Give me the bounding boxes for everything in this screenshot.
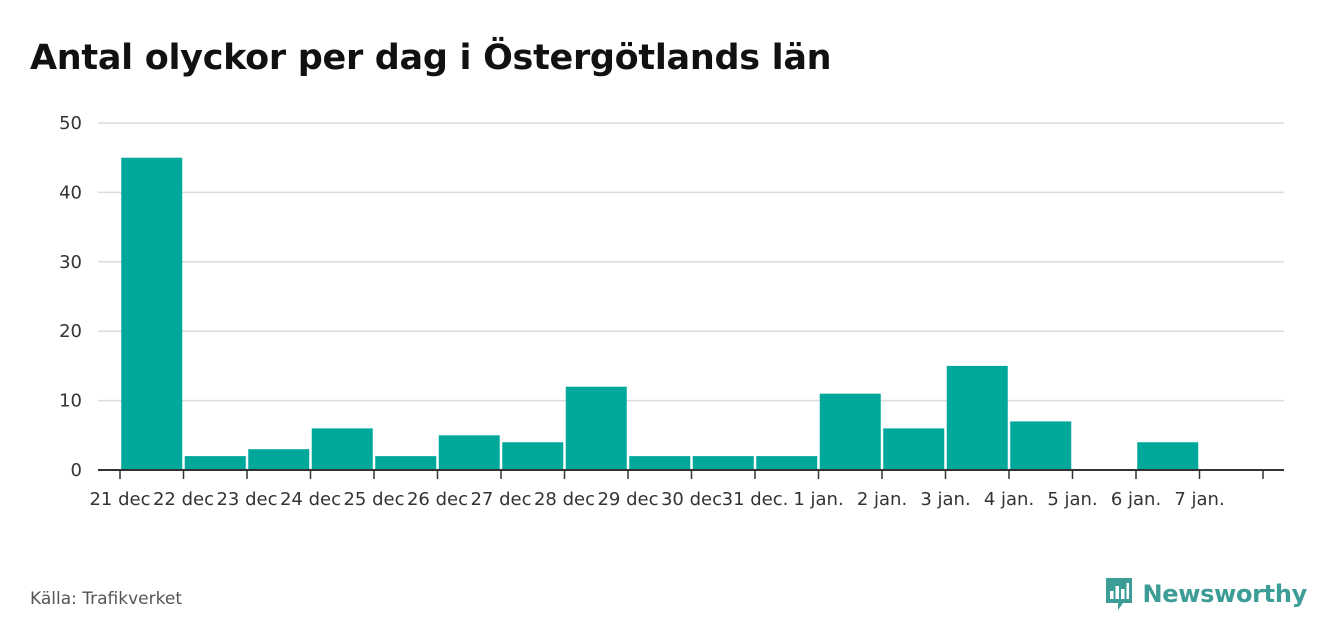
- x-tick-label: 21 dec: [89, 489, 150, 510]
- x-tick-label: 28 dec: [534, 489, 595, 510]
- bar: [121, 157, 183, 470]
- x-tick-label: 2 jan.: [857, 489, 907, 510]
- y-tick-label: 50: [59, 113, 82, 134]
- x-axis-labels: 21 dec 22 dec 23 dec 24 dec 25 dec 26 dec 27 d…: [89, 489, 1224, 510]
- x-axis: [98, 469, 1284, 479]
- x-tick-label: 7 jan.: [1174, 489, 1224, 510]
- bar: [375, 456, 437, 470]
- bar: [438, 435, 500, 470]
- bar: [502, 442, 564, 470]
- x-tick-label: 4 jan.: [984, 489, 1034, 510]
- y-tick-label: 0: [71, 460, 82, 481]
- x-tick-label: 31 dec.: [722, 489, 789, 510]
- bar: [184, 456, 246, 470]
- bar: [883, 428, 945, 470]
- bar: [756, 456, 818, 470]
- brand-name: Newsworthy: [1142, 580, 1307, 608]
- bar: [248, 449, 310, 470]
- x-tick-label: 25 dec: [343, 489, 404, 510]
- x-tick-label: 5 jan.: [1047, 489, 1097, 510]
- y-tick-label: 30: [59, 252, 82, 273]
- bar-chart: 0 10 20 30 40 50 21 dec 22 dec 23 dec 24 dec 25 d…: [59, 113, 1284, 510]
- bars: [121, 157, 1199, 470]
- y-tick-label: 20: [59, 321, 82, 342]
- x-tick-label: 29 dec: [597, 489, 658, 510]
- y-axis-labels: 0 10 20 30 40 50: [59, 113, 82, 481]
- bar: [1010, 421, 1072, 470]
- chart-title: Antal olyckor per dag i Östergötlands lä…: [30, 38, 832, 78]
- bar: [692, 456, 754, 470]
- x-tick-label: 27 dec: [470, 489, 531, 510]
- bar: [946, 365, 1008, 470]
- x-tick-label: 6 jan.: [1111, 489, 1161, 510]
- bar: [629, 456, 691, 470]
- y-tick-label: 10: [59, 391, 82, 412]
- y-tick-label: 40: [59, 182, 82, 203]
- bar: [819, 393, 881, 470]
- bar: [1137, 442, 1199, 470]
- bar: [565, 386, 627, 470]
- x-tick-label: 3 jan.: [920, 489, 970, 510]
- bar: [311, 428, 373, 470]
- x-tick-label: 1 jan.: [793, 489, 843, 510]
- x-tick-label: 30 dec: [661, 489, 722, 510]
- bar-chart-speech-bubble-icon: [1106, 578, 1133, 610]
- gridlines: [98, 122, 1284, 402]
- brand-logo: Newsworthy: [1104, 576, 1307, 612]
- x-tick-label: 23 dec: [216, 489, 277, 510]
- x-tick-label: 26 dec: [407, 489, 468, 510]
- source-note: Källa: Trafikverket: [30, 589, 182, 609]
- x-tick-label: 24 dec: [280, 489, 341, 510]
- x-tick-label: 22 dec: [153, 489, 214, 510]
